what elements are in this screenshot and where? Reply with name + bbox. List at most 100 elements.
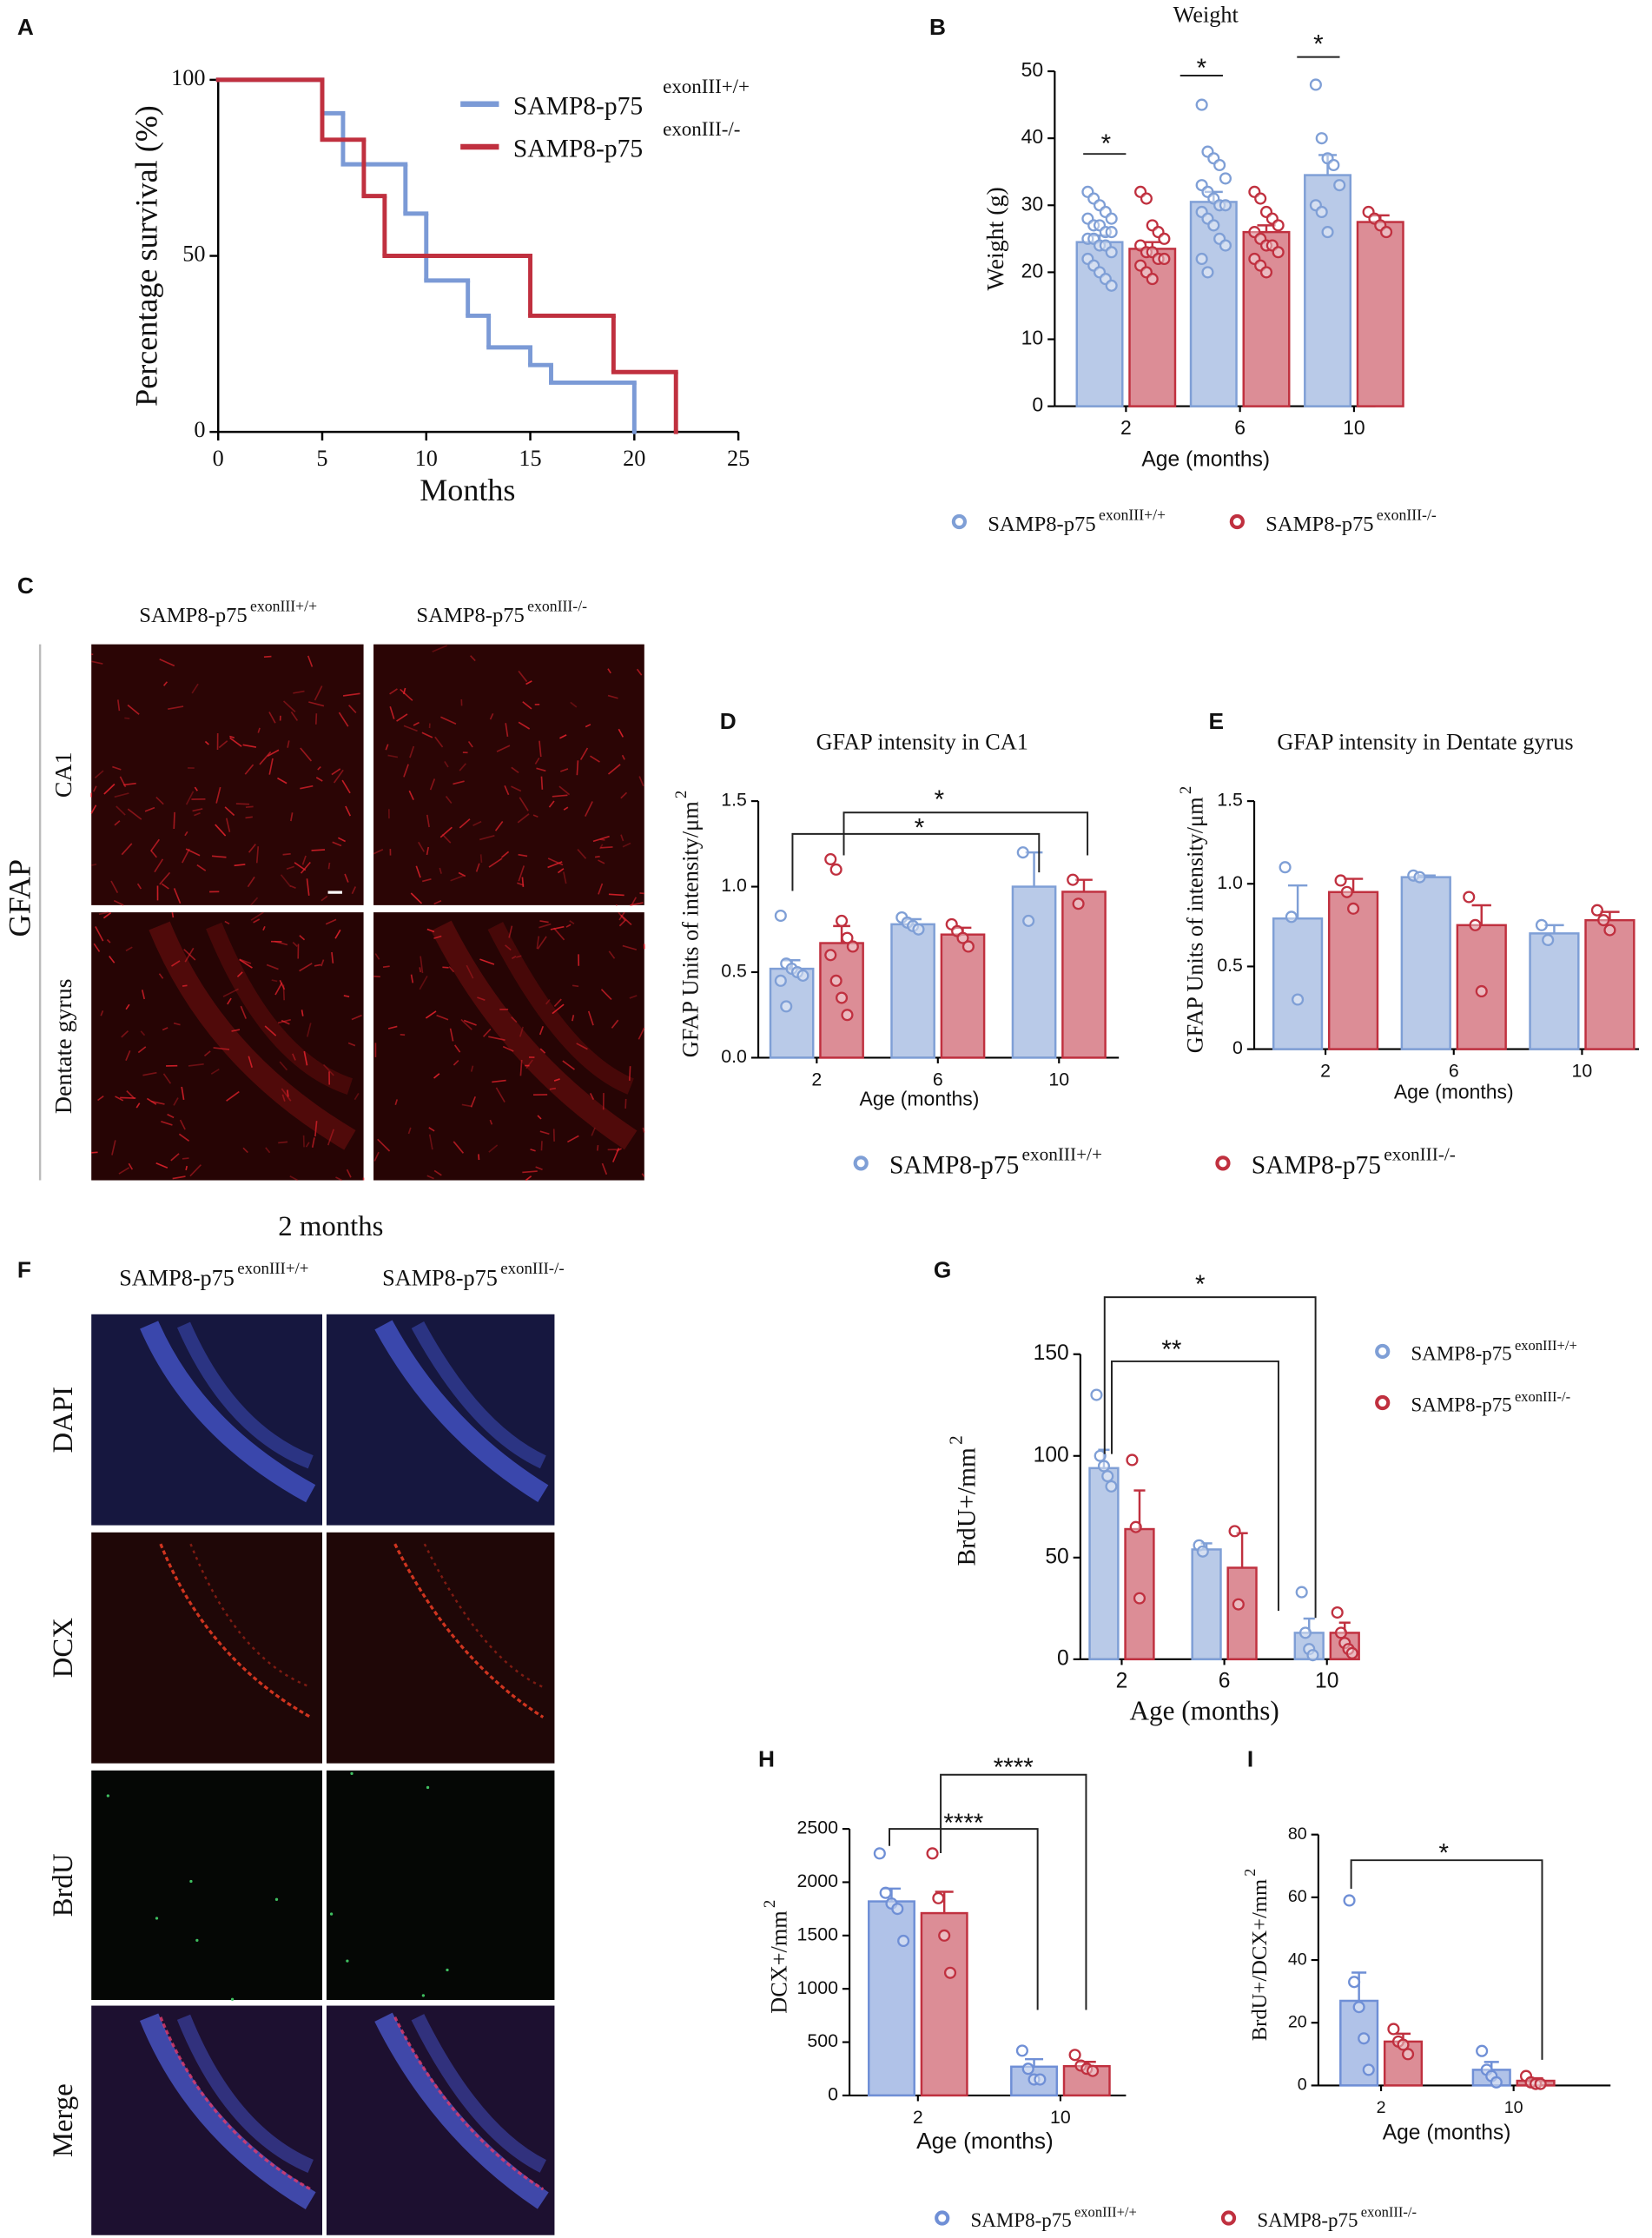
x-tick-label: 2 bbox=[913, 2107, 923, 2128]
texture bbox=[338, 712, 349, 727]
texture bbox=[106, 1794, 109, 1798]
texture bbox=[274, 940, 288, 946]
texture bbox=[351, 886, 357, 895]
data-point bbox=[1022, 914, 1035, 927]
texture bbox=[305, 1142, 310, 1148]
data-point bbox=[1272, 246, 1285, 259]
x-axis-label: Age (months) bbox=[860, 1088, 980, 1110]
texture bbox=[155, 796, 164, 805]
texture bbox=[350, 1771, 354, 1776]
tissue-band bbox=[411, 1321, 546, 1469]
texture bbox=[519, 797, 529, 811]
tissue-band bbox=[149, 921, 356, 1150]
texture bbox=[467, 740, 473, 748]
texture bbox=[560, 768, 569, 772]
y-axis-label: BrdU+/DCX+/mm bbox=[1248, 1879, 1272, 2041]
texture bbox=[236, 971, 243, 977]
texture bbox=[144, 806, 155, 812]
texture bbox=[154, 858, 164, 873]
row-label: Dentate gyrus bbox=[50, 979, 77, 1115]
x-axis-label: Months bbox=[420, 473, 515, 507]
texture bbox=[517, 813, 530, 824]
row-label: DCX bbox=[48, 1618, 79, 1678]
significance-bracket bbox=[940, 1773, 1087, 2010]
texture bbox=[300, 747, 313, 762]
texture bbox=[112, 765, 122, 771]
texture bbox=[250, 911, 264, 921]
texture bbox=[234, 864, 246, 867]
data-point bbox=[1475, 984, 1488, 998]
data-point bbox=[1334, 1626, 1348, 1639]
texture bbox=[262, 925, 266, 931]
data-point bbox=[835, 991, 849, 1004]
x-tick-label: 10 bbox=[415, 446, 438, 471]
texture bbox=[426, 846, 430, 856]
texture bbox=[387, 754, 399, 758]
texture bbox=[306, 878, 310, 896]
texture bbox=[638, 776, 644, 787]
texture bbox=[553, 927, 565, 941]
y-tick-label: 2500 bbox=[797, 1818, 839, 1838]
texture bbox=[569, 920, 575, 924]
row-label: Merge bbox=[48, 2083, 79, 2157]
texture bbox=[421, 878, 432, 883]
column-header: SAMP8-p75 bbox=[382, 1265, 498, 1290]
bar bbox=[1584, 918, 1635, 1050]
stain-label: GFAP bbox=[3, 859, 37, 937]
texture bbox=[426, 1175, 434, 1180]
texture bbox=[91, 660, 103, 665]
texture bbox=[601, 1162, 608, 1175]
legend-marker bbox=[1229, 513, 1245, 530]
texture bbox=[196, 864, 207, 871]
texture bbox=[453, 1141, 465, 1154]
data-point bbox=[1015, 2044, 1028, 2057]
texture bbox=[329, 1912, 334, 1916]
texture bbox=[290, 812, 294, 822]
texture bbox=[181, 1086, 185, 1101]
texture bbox=[230, 1997, 235, 2001]
x-axis-label: Age (months) bbox=[1130, 1695, 1279, 1725]
texture bbox=[433, 1169, 442, 1176]
texture bbox=[618, 911, 626, 921]
texture bbox=[338, 837, 346, 843]
texture bbox=[426, 1785, 430, 1790]
texture bbox=[374, 953, 380, 960]
texture bbox=[289, 884, 296, 889]
texture bbox=[335, 1176, 342, 1182]
texture bbox=[173, 1022, 181, 1026]
y-tick-label: 1.5 bbox=[721, 790, 747, 811]
bar bbox=[867, 1900, 915, 2097]
legend-label: SAMP8-p75 bbox=[971, 2209, 1072, 2231]
x-tick-label: 2 bbox=[1377, 2098, 1386, 2117]
texture bbox=[265, 1147, 271, 1154]
data-point bbox=[1101, 1470, 1114, 1483]
texture bbox=[314, 1121, 318, 1137]
micrograph bbox=[91, 1770, 322, 2000]
texture bbox=[192, 808, 203, 812]
texture bbox=[396, 713, 408, 722]
texture bbox=[268, 758, 274, 775]
data-point bbox=[1105, 279, 1118, 292]
texture bbox=[563, 806, 569, 811]
texture bbox=[286, 1089, 289, 1097]
chart-title: GFAP intensity in Dentate gyrus bbox=[1277, 730, 1573, 755]
tissue-band bbox=[431, 920, 638, 1150]
y-tick-label: 0 bbox=[1232, 1037, 1243, 1058]
data-point bbox=[879, 1886, 892, 1899]
texture bbox=[534, 757, 540, 765]
texture bbox=[188, 1063, 204, 1067]
texture bbox=[382, 965, 390, 969]
data-point bbox=[1097, 1460, 1111, 1473]
texture bbox=[155, 1162, 169, 1169]
data-point bbox=[796, 969, 809, 982]
x-axis-label: Age (months) bbox=[1394, 1081, 1514, 1103]
texture bbox=[631, 897, 638, 906]
data-point bbox=[1352, 2001, 1365, 2014]
texture bbox=[158, 973, 164, 979]
data-point bbox=[1292, 993, 1305, 1006]
texture bbox=[317, 766, 321, 771]
y-axis-label: DCX+/mm bbox=[766, 1910, 791, 2014]
data-point bbox=[1597, 914, 1610, 927]
texture bbox=[618, 919, 627, 927]
data-point bbox=[1090, 1388, 1103, 1401]
